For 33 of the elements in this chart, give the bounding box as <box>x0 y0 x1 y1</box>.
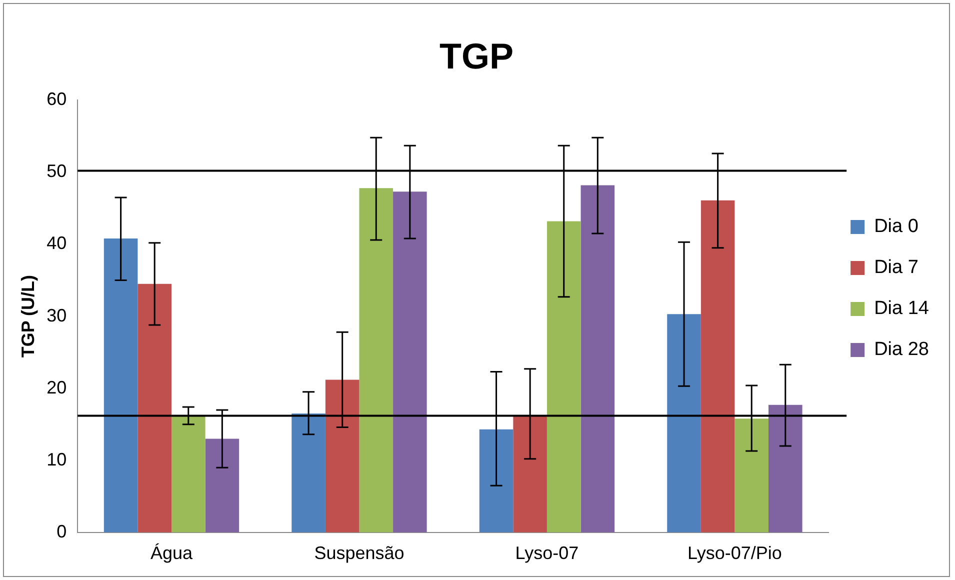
x-tick-label: Lyso-07/Pio <box>688 543 782 564</box>
bar <box>393 192 427 532</box>
bar <box>667 314 701 532</box>
legend-label: Dia 7 <box>874 257 918 278</box>
legend-label: Dia 0 <box>874 216 918 238</box>
y-tick-label: 50 <box>46 161 67 182</box>
bar <box>104 238 138 532</box>
legend-label: Dia 14 <box>874 298 930 320</box>
bar <box>768 404 802 532</box>
y-tick-label: 20 <box>46 377 67 398</box>
legend-label: Dia 28 <box>874 339 929 360</box>
y-tick-label: 30 <box>46 305 67 326</box>
x-tick-label: Suspensão <box>314 543 404 564</box>
y-tick-label: 60 <box>46 89 67 110</box>
y-axis-title: TGP (U/L) <box>18 274 38 358</box>
x-tick-label: Lyso-07 <box>515 543 579 564</box>
bar <box>171 416 206 532</box>
bar <box>325 380 360 532</box>
bar <box>513 416 547 532</box>
x-tick-label: Água <box>150 543 194 564</box>
chart-title: TGP <box>439 36 514 77</box>
bar <box>546 221 581 532</box>
bar <box>205 438 240 532</box>
y-tick-label: 40 <box>46 233 67 254</box>
bar <box>580 185 615 532</box>
bar <box>292 414 326 532</box>
bar <box>479 429 514 532</box>
bar <box>734 418 768 532</box>
bar <box>700 200 735 532</box>
bar <box>359 188 394 532</box>
y-tick-label: 10 <box>46 449 67 470</box>
bar <box>138 284 172 532</box>
y-tick-label: 0 <box>56 521 67 542</box>
